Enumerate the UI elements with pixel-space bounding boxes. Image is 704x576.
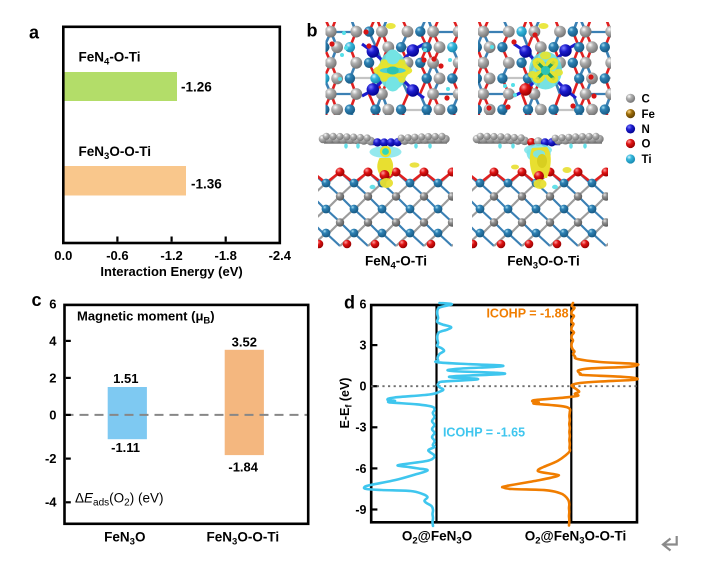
svg-text:O: O xyxy=(642,139,651,151)
svg-text:-4: -4 xyxy=(45,495,57,510)
svg-text:-3: -3 xyxy=(355,421,366,435)
svg-text:-9: -9 xyxy=(355,503,366,517)
svg-text:-2: -2 xyxy=(45,451,57,466)
svg-text:0: 0 xyxy=(360,380,367,394)
svg-text:Ti: Ti xyxy=(642,154,652,166)
svg-text:-1.8: -1.8 xyxy=(214,248,236,263)
svg-text:N: N xyxy=(642,124,650,136)
svg-text:Interaction Energy (eV): Interaction Energy (eV) xyxy=(100,264,242,279)
svg-text:FeN3​O: FeN3​O xyxy=(104,529,145,547)
svg-text:FeN3​O-O-Ti: FeN3​O-O-Ti xyxy=(79,144,152,162)
svg-text:-1.11: -1.11 xyxy=(111,440,140,455)
svg-text:0: 0 xyxy=(49,407,56,422)
svg-text:FeN4​-O-Ti: FeN4​-O-Ti xyxy=(365,254,427,272)
svg-text:FeN4​-O-Ti: FeN4​-O-Ti xyxy=(79,49,141,67)
svg-text:2: 2 xyxy=(49,370,56,385)
svg-text:ICOHP = -1.65: ICOHP = -1.65 xyxy=(443,426,525,440)
svg-text:a: a xyxy=(29,23,40,43)
svg-text:FeN3​O-O-Ti: FeN3​O-O-Ti xyxy=(507,254,580,272)
svg-text:d: d xyxy=(344,293,355,313)
svg-text:-2.4: -2.4 xyxy=(269,248,292,263)
svg-text:b: b xyxy=(307,21,318,41)
svg-text:-6: -6 xyxy=(355,462,366,476)
svg-text:1.51: 1.51 xyxy=(113,371,138,386)
svg-text:C: C xyxy=(642,94,650,106)
svg-text:3: 3 xyxy=(360,339,367,353)
svg-text:6: 6 xyxy=(360,297,367,311)
svg-text:O2​@FeN3​O: O2​@FeN3​O xyxy=(402,529,472,547)
svg-text:0.0: 0.0 xyxy=(54,248,72,263)
svg-text:-1.26: -1.26 xyxy=(181,79,212,94)
svg-text:4: 4 xyxy=(49,333,57,348)
svg-text:FeN3​O-O-Ti: FeN3​O-O-Ti xyxy=(207,529,280,547)
svg-text:E-Ef​ (eV): E-Ef​ (eV) xyxy=(338,378,354,429)
svg-text:ICOHP = -1.88: ICOHP = -1.88 xyxy=(486,307,568,321)
svg-text:O2​@FeN3​O-O-Ti: O2​@FeN3​O-O-Ti xyxy=(525,529,627,547)
svg-text:Magnetic moment (μB​): Magnetic moment (μB​) xyxy=(77,309,215,327)
svg-text:3.52: 3.52 xyxy=(232,334,257,349)
svg-text:c: c xyxy=(32,290,42,310)
svg-text:6: 6 xyxy=(49,296,56,311)
svg-text:Fe: Fe xyxy=(642,109,655,121)
svg-text:-1.36: -1.36 xyxy=(191,177,222,192)
svg-text:-0.6: -0.6 xyxy=(106,248,128,263)
svg-text:-1.2: -1.2 xyxy=(160,248,182,263)
svg-text:-1.84: -1.84 xyxy=(228,459,258,474)
